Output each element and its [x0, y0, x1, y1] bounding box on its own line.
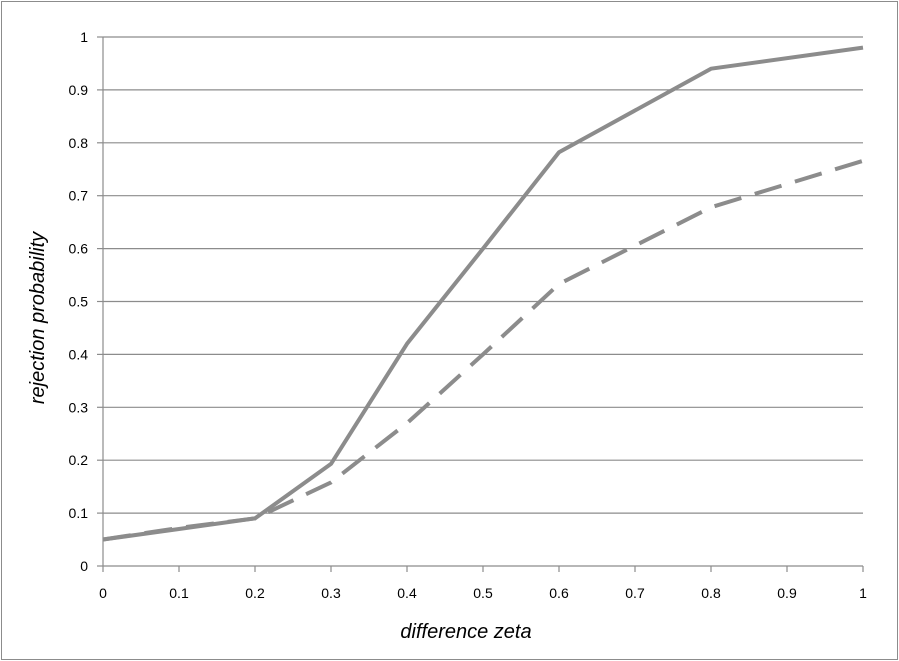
x-tick-label: 0.4	[397, 585, 417, 601]
y-tick-labels: 0 0.1 0.2 0.3 0.4 0.5 0.6 0.7 0.8 0.9 1	[69, 29, 89, 574]
y-tick-label: 0.8	[69, 135, 89, 151]
x-tick-label: 0.5	[473, 585, 493, 601]
y-tick-label: 0.6	[69, 241, 89, 257]
y-tick-label: 1	[80, 29, 88, 45]
x-tick-label: 0	[99, 585, 107, 601]
x-axis-title: difference zeta	[400, 621, 531, 643]
y-tick-label: 0.1	[69, 505, 89, 521]
series-line-solid	[102, 45, 864, 542]
series-line-dashed	[102, 158, 864, 542]
y-tick-label: 0.3	[69, 399, 89, 415]
x-tick-label: 0.8	[701, 585, 721, 601]
y-tick-label: 0.7	[69, 188, 89, 204]
x-tick-label: 1	[859, 585, 867, 601]
x-tick-label: 0.7	[625, 585, 645, 601]
y-tick-label: 0	[80, 558, 88, 574]
x-tick-label: 0.9	[777, 585, 797, 601]
x-tick-label: 0.6	[549, 585, 569, 601]
x-tick-label: 0.1	[169, 585, 189, 601]
y-tick-label: 0.4	[69, 346, 89, 362]
y-tick-label: 0.9	[69, 82, 89, 98]
series-lines	[102, 45, 864, 542]
x-tick-label: 0.3	[321, 585, 341, 601]
x-tick-label: 0.2	[245, 585, 265, 601]
axes	[97, 36, 864, 572]
y-tick-label: 0.5	[69, 294, 89, 310]
x-tick-labels: 0 0.1 0.2 0.3 0.4 0.5 0.6 0.7 0.8 0.9 1	[99, 585, 867, 601]
y-axis-title: rejection probability	[27, 231, 49, 404]
gridlines	[103, 36, 863, 514]
y-tick-label: 0.2	[69, 452, 89, 468]
